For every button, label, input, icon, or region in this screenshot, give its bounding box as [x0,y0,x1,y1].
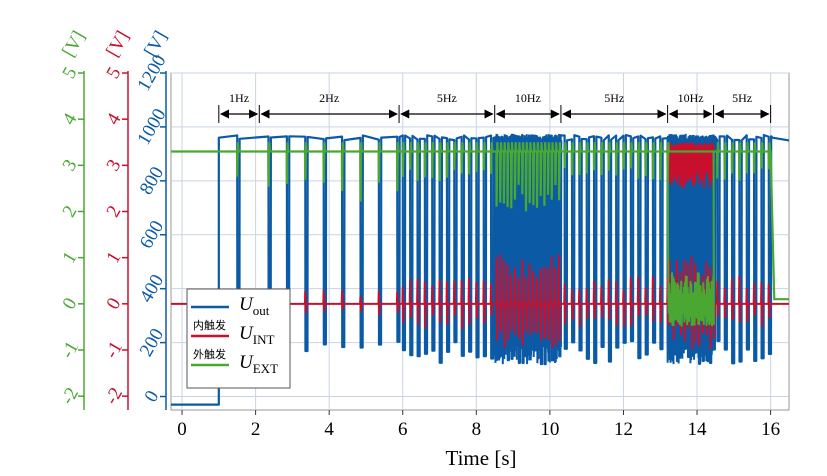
series-uout-dense [493,133,563,365]
x-tick-label: 12 [614,419,633,440]
y-axis-unit: [V] [58,27,89,60]
y-tick-label: 400 [136,271,168,306]
x-axis-label: Time [s] [446,446,517,470]
series-uext-noise [666,151,715,327]
y-tick-label: 5 [103,64,126,83]
x-tick-label: 8 [472,419,482,440]
y-tick-label: 1 [103,248,126,267]
segment-label: 10Hz [678,91,704,105]
y-tick-label: 0 [59,294,82,313]
legend-box [186,288,291,389]
x-tick-label: 4 [324,419,334,440]
y-tick-label: 3 [59,156,82,175]
y-tick-label: 800 [136,163,168,198]
y-tick-label: -2 [101,384,127,408]
y-tick-label: -2 [57,384,83,408]
frequency-annotations: 1Hz 2Hz 5Hz 10Hz 5Hz 10Hz 5Hz [218,91,772,123]
segment-label: 5Hz [437,91,457,105]
segment-label: 2Hz [319,91,339,105]
x-tick-label: 16 [761,419,780,440]
y-axis-uint: -2 -1 0 1 2 3 4 5 [V] [101,27,134,410]
y-tick-label: -1 [101,338,127,362]
x-tick-label: 0 [177,419,187,440]
y-axis-unit: [V] [140,27,171,60]
legend-label: UEXT [239,352,278,376]
x-tick-label: 14 [688,419,708,440]
segment-label: 1Hz [229,91,249,105]
series-uext-line [171,142,789,301]
y-tick-label: 0 [103,294,126,313]
segment-label: 5Hz [732,91,752,105]
y-axis-uext: -2 -1 0 1 2 3 4 5 [V] [57,27,90,410]
segment-label: 5Hz [604,91,624,105]
x-tick-label: 6 [398,419,408,440]
legend-prefix: 外触发 [193,347,226,361]
y-tick-label: 200 [136,325,168,360]
y-tick-label: 4 [103,109,126,128]
y-tick-label: 1 [59,248,82,267]
x-tick-label: 10 [540,419,559,440]
x-tick-label: 2 [251,419,261,440]
segment-label: 10Hz [515,91,541,105]
y-tick-label: 600 [136,217,168,252]
legend-prefix: 内触发 [193,318,226,332]
plot-area [171,133,790,406]
y-tick-label: 2 [59,202,82,221]
y-tick-label: 2 [103,202,126,221]
y-tick-label: 0 [141,387,164,406]
y-tick-label: 5 [59,64,82,83]
series-uint-band [666,142,715,188]
y-tick-label: 4 [59,109,82,128]
series-uout-dense [666,133,715,365]
y-tick-label: -1 [57,338,83,362]
y-tick-label: 3 [103,156,126,175]
y-axis-unit: [V] [102,27,133,60]
